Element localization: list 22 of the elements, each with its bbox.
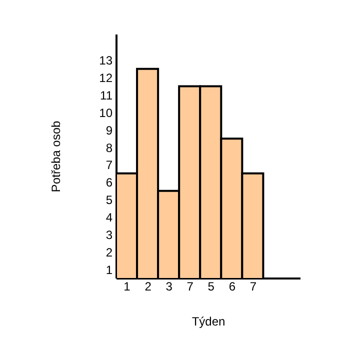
y-tick-label: 8: [106, 140, 113, 155]
y-tick-label: 11: [100, 88, 113, 102]
y-tick-label: 12: [99, 71, 113, 86]
x-tick-label: 6: [228, 280, 236, 294]
y-tick-label: 2: [106, 245, 113, 260]
y-tick-label: 10: [99, 106, 113, 120]
x-tick-label: 2: [144, 280, 152, 294]
y-tick-label: 1: [106, 262, 113, 277]
y-axis-title: Potřeba osob: [49, 120, 64, 192]
y-tick-label: 13: [99, 54, 113, 68]
x-tick-label: 7: [186, 280, 194, 294]
x-tick-label: 1: [124, 280, 131, 294]
y-tick-label: 4: [106, 210, 113, 224]
y-tick-label: 6: [106, 176, 113, 190]
x-axis-title: Týden: [192, 314, 226, 328]
x-tick-label: 3: [166, 280, 173, 294]
y-tick-label: 7: [106, 158, 113, 172]
x-tick-label: 5: [208, 280, 215, 294]
x-tick-label: 7: [250, 280, 257, 294]
y-tick-label: 9: [106, 123, 113, 138]
y-tick-label: 5: [106, 193, 113, 208]
y-tick-label: 3: [106, 228, 113, 242]
